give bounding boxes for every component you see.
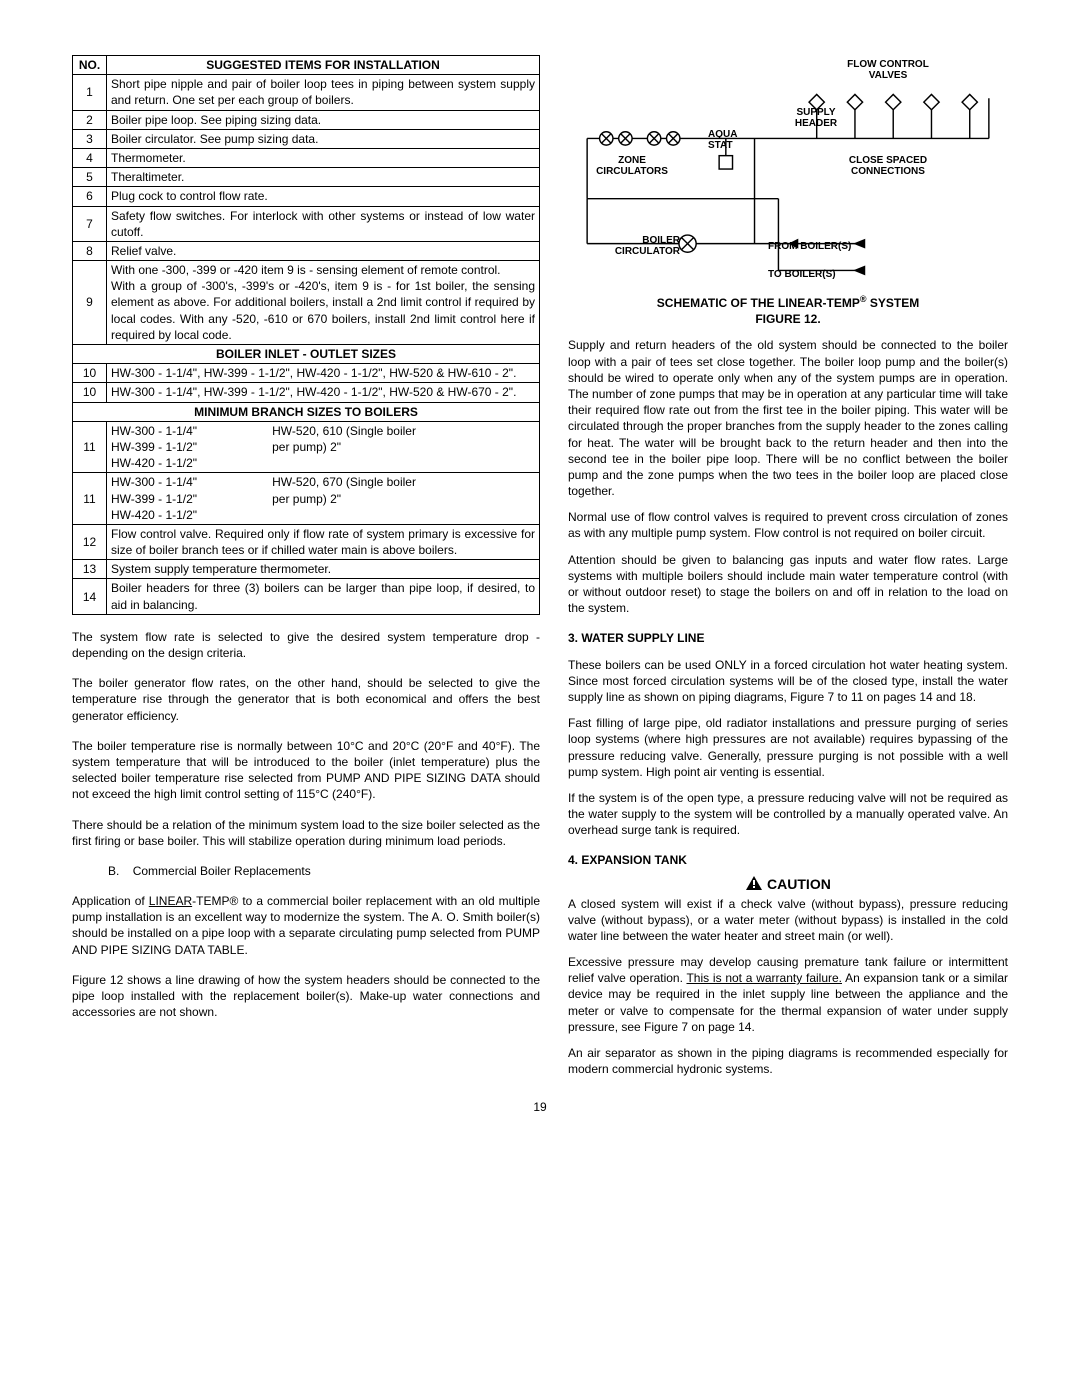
- page-number: 19: [72, 1099, 1008, 1115]
- row-no: 13: [73, 560, 107, 579]
- row-no: 10: [73, 364, 107, 383]
- branch-right: HW-520, 610 (Single boiler: [272, 423, 535, 439]
- schematic-figure-12: FLOW CONTROLVALVES SUPPLYHEADER AQUASTAT…: [568, 55, 1008, 285]
- heading-expansion-tank: 4. EXPANSION TANK: [568, 852, 1008, 868]
- th-no: NO.: [73, 56, 107, 75]
- letter-b: B.: [108, 864, 119, 878]
- branch-left: HW-399 - 1-1/2": [111, 439, 272, 455]
- branch-left: HW-420 - 1-1/2": [111, 455, 272, 471]
- row-desc: Boiler headers for three (3) boilers can…: [107, 579, 540, 614]
- para-excessive-pressure: Excessive pressure may develop causing p…: [568, 954, 1008, 1035]
- row-no: 11: [73, 421, 107, 473]
- label-supply-header: SUPPLYHEADER: [786, 107, 846, 129]
- heading-water-supply: 3. WATER SUPPLY LINE: [568, 630, 1008, 646]
- row-desc: HW-300 - 1-1/4" HW-399 - 1-1/2" HW-420 -…: [107, 473, 540, 525]
- para-forced-circulation: These boilers can be used ONLY in a forc…: [568, 657, 1008, 706]
- para-system-flow: The system flow rate is selected to give…: [72, 629, 540, 661]
- row-desc: Flow control valve. Required only if flo…: [107, 524, 540, 559]
- row-desc: Safety flow switches. For interlock with…: [107, 206, 540, 241]
- para-figure12-ref: Figure 12 shows a line drawing of how th…: [72, 972, 540, 1021]
- para-open-system: If the system is of the open type, a pre…: [568, 790, 1008, 839]
- para-flow-control: Normal use of flow control valves is req…: [568, 509, 1008, 541]
- row-no: 2: [73, 110, 107, 129]
- label-boiler-circulator: BOILERCIRCULATOR: [590, 235, 680, 257]
- subheader-branch-sizes: MINIMUM BRANCH SIZES TO BOILERS: [73, 402, 540, 421]
- row-desc: Theraltimeter.: [107, 168, 540, 187]
- row-no: 12: [73, 524, 107, 559]
- subsection-b: B. Commercial Boiler Replacements: [108, 863, 540, 879]
- para-air-separator: An air separator as shown in the piping …: [568, 1045, 1008, 1077]
- para-min-load: There should be a relation of the minimu…: [72, 817, 540, 849]
- letter-b-text: Commercial Boiler Replacements: [133, 864, 311, 878]
- caution-label: CAUTION: [568, 875, 1008, 894]
- row-desc: Boiler circulator. See pump sizing data.: [107, 129, 540, 148]
- branch-right: per pump) 2": [272, 491, 535, 507]
- para-generator-flow: The boiler generator flow rates, on the …: [72, 675, 540, 724]
- para-fast-filling: Fast filling of large pipe, old radiator…: [568, 715, 1008, 780]
- row-no: 7: [73, 206, 107, 241]
- para-balancing: Attention should be given to balancing g…: [568, 552, 1008, 617]
- row-desc: HW-300 - 1-1/4" HW-399 - 1-1/2" HW-420 -…: [107, 421, 540, 473]
- row-no: 4: [73, 148, 107, 167]
- branch-right: HW-520, 670 (Single boiler: [272, 474, 535, 490]
- row-no: 14: [73, 579, 107, 614]
- para-linear-temp-app: Application of LINEAR-TEMP® to a commerc…: [72, 893, 540, 958]
- row-no: 3: [73, 129, 107, 148]
- label-to-boilers: TO BOILER(S): [768, 269, 888, 280]
- row-desc: Boiler pipe loop. See piping sizing data…: [107, 110, 540, 129]
- row-no: 1: [73, 75, 107, 110]
- row-no: 5: [73, 168, 107, 187]
- row-desc: Short pipe nipple and pair of boiler loo…: [107, 75, 540, 110]
- row-no: 9: [73, 261, 107, 345]
- row-no: 6: [73, 187, 107, 206]
- row-no: 11: [73, 473, 107, 525]
- label-flow-control-valves: FLOW CONTROLVALVES: [828, 59, 948, 81]
- branch-left: HW-420 - 1-1/2": [111, 507, 272, 523]
- row-desc: With one -300, -399 or -420 item 9 is - …: [107, 261, 540, 345]
- row-no: 8: [73, 241, 107, 260]
- label-close-spaced: CLOSE SPACEDCONNECTIONS: [828, 155, 948, 177]
- row-desc: Plug cock to control flow rate.: [107, 187, 540, 206]
- label-zone-circulators: ZONECIRCULATORS: [582, 155, 682, 177]
- para-closed-system: A closed system will exist if a check va…: [568, 896, 1008, 945]
- warning-icon: [745, 875, 763, 891]
- row-no: 10: [73, 383, 107, 402]
- row-desc: HW-300 - 1-1/4", HW-399 - 1-1/2", HW-420…: [107, 383, 540, 402]
- subheader-inlet-outlet: BOILER INLET - OUTLET SIZES: [73, 345, 540, 364]
- para-temp-rise: The boiler temperature rise is normally …: [72, 738, 540, 803]
- branch-right: per pump) 2": [272, 439, 535, 455]
- row-desc: HW-300 - 1-1/4", HW-399 - 1-1/2", HW-420…: [107, 364, 540, 383]
- installation-table: NO. SUGGESTED ITEMS FOR INSTALLATION 1Sh…: [72, 55, 540, 615]
- th-desc: SUGGESTED ITEMS FOR INSTALLATION: [107, 56, 540, 75]
- label-aqua-stat: AQUASTAT: [708, 129, 752, 151]
- row-desc: Thermometer.: [107, 148, 540, 167]
- branch-left: HW-300 - 1-1/4": [111, 474, 272, 490]
- branch-left: HW-300 - 1-1/4": [111, 423, 272, 439]
- label-from-boilers: FROM BOILER(S): [768, 241, 888, 252]
- branch-left: HW-399 - 1-1/2": [111, 491, 272, 507]
- figure-caption: SCHEMATIC OF THE LINEAR-TEMP® SYSTEM FIG…: [568, 293, 1008, 327]
- para-supply-return: Supply and return headers of the old sys…: [568, 337, 1008, 499]
- row-desc: System supply temperature thermometer.: [107, 560, 540, 579]
- row-desc: Relief valve.: [107, 241, 540, 260]
